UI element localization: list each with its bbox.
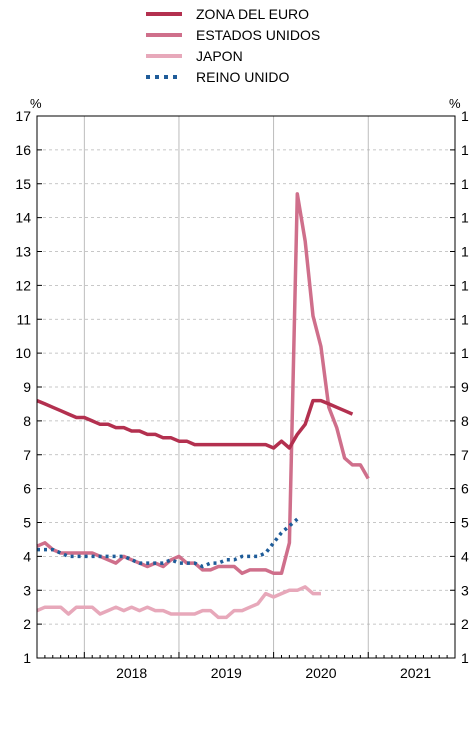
y-axis-unit-left: %: [30, 96, 42, 111]
y-tick-label-left: 7: [23, 447, 31, 463]
legend-label: ZONA DEL EURO: [196, 6, 309, 22]
y-tick-label-right: 5: [461, 515, 469, 531]
y-axis-unit-right: %: [449, 96, 461, 111]
y-tick-label-right: 1: [461, 311, 469, 327]
legend-label: JAPON: [196, 48, 243, 64]
y-tick-label-right: 1: [461, 210, 469, 226]
x-year-labels: 2018 2019 2020 2021: [116, 665, 431, 681]
y-tick-label-right: 1: [461, 108, 469, 124]
series-line-zona-del-euro: [36, 398, 354, 450]
y-tick-label-right: 1: [461, 345, 469, 361]
y-tick-label-left: 8: [23, 413, 31, 429]
y-tick-label-right: 6: [461, 481, 469, 497]
x-year-label: 2019: [211, 665, 242, 681]
x-year-label: 2020: [305, 665, 336, 681]
y-tick-label-right: 1: [461, 277, 469, 293]
y-tick-label-left: 4: [23, 548, 31, 564]
y-tick-label-left: 1: [23, 650, 31, 666]
y-tick-label-left: 13: [15, 244, 31, 260]
y-tick-label-right: 1: [461, 176, 469, 192]
y-tick-label-left: 9: [23, 379, 31, 395]
y-tick-label-left: 16: [15, 142, 31, 158]
y-tick-label-right: 1: [461, 142, 469, 158]
y-tick-label-left: 3: [23, 582, 31, 598]
x-year-label: 2021: [400, 665, 431, 681]
series-line-japon: [36, 585, 321, 620]
series-lines: [36, 192, 370, 620]
y-tick-label-left: 12: [15, 277, 31, 293]
y-tick-label-right: 1: [461, 244, 469, 260]
y-tick-label-right: 4: [461, 548, 469, 564]
legend-label: ESTADOS UNIDOS: [196, 27, 320, 43]
y-tick-label-left: 2: [23, 616, 31, 632]
y-tick-label-left: 15: [15, 176, 31, 192]
y-tick-label-left: 5: [23, 515, 31, 531]
axes: [36, 115, 456, 659]
y-tick-label-left: 10: [15, 345, 31, 361]
y-tick-label-left: 6: [23, 481, 31, 497]
legend-label: REINO UNIDO: [196, 69, 289, 85]
y-tick-label-right: 2: [461, 616, 469, 632]
y-tick-label-right: 1: [461, 650, 469, 666]
y-tick-label-left: 17: [15, 108, 31, 124]
chart-legend: ZONA DEL EURO ESTADOS UNIDOS JAPON REINO UN…: [146, 6, 320, 85]
y-tick-label-right: 7: [461, 447, 469, 463]
series-line-estados-unidos: [36, 192, 370, 576]
grid-lines: [37, 116, 455, 658]
x-year-label: 2018: [116, 665, 147, 681]
y-tick-labels-right: 1 2 3 4 5 6 7 8 9 1 1 1 1 1 1 1 1: [461, 108, 469, 666]
y-tick-label-right: 9: [461, 379, 469, 395]
y-tick-label-right: 8: [461, 413, 469, 429]
y-tick-label-left: 14: [15, 210, 31, 226]
series-line-reino-unido: [37, 517, 299, 569]
y-tick-label-right: 3: [461, 582, 469, 598]
y-tick-label-left: 11: [16, 311, 31, 327]
